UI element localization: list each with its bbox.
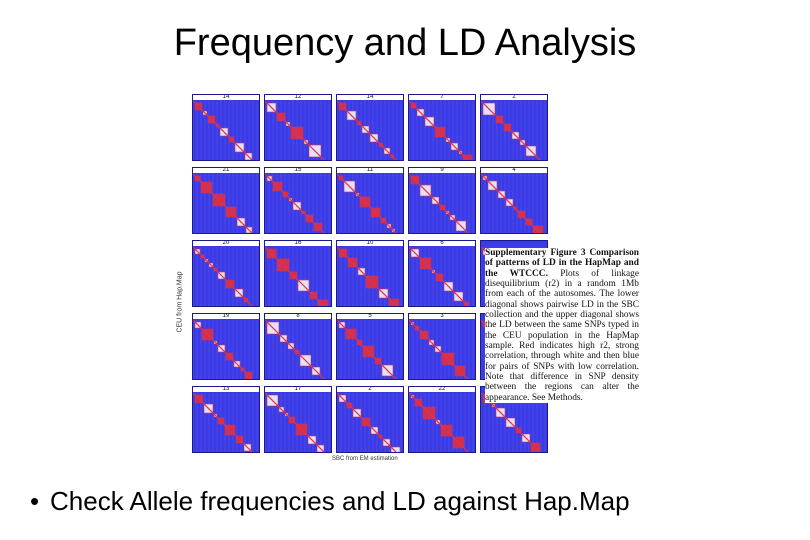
- ld-panel: 21: [192, 167, 260, 234]
- ld-heatmap-icon: [481, 174, 546, 233]
- ld-heatmap-icon: [265, 174, 330, 233]
- ld-panel: 4: [480, 167, 548, 234]
- bullet-symbol: •: [30, 486, 40, 516]
- ld-heatmap-icon: [409, 393, 474, 452]
- ld-heatmap-icon: [193, 101, 258, 160]
- ld-heatmap-icon: [337, 393, 402, 452]
- ld-heatmap-icon: [265, 320, 330, 379]
- ld-heatmap-icon: [337, 101, 402, 160]
- ld-heatmap-icon: [193, 320, 258, 379]
- ld-panel: 2: [480, 94, 548, 161]
- ld-panel: 7: [408, 94, 476, 161]
- ld-heatmap-icon: [193, 247, 258, 306]
- panel-label: 22: [409, 387, 475, 392]
- ld-panel: 12: [264, 94, 332, 161]
- ld-panel: 17: [264, 386, 332, 453]
- ld-heatmap-icon: [409, 101, 474, 160]
- panel-label: 8: [265, 314, 331, 319]
- caption-heading: Supplementary Figure 3 Comparison of pat…: [485, 248, 639, 279]
- ld-panel: 13: [192, 386, 260, 453]
- panel-label: 3: [409, 314, 475, 319]
- y-axis-label: CEU from Hap.Map: [176, 271, 184, 333]
- panel-label: 16: [265, 241, 331, 246]
- panel-label: 20: [193, 241, 259, 246]
- ld-heatmap-icon: [265, 101, 330, 160]
- bullet-item: • Check Allele frequencies and LD against…: [30, 486, 630, 517]
- ld-panel: 16: [264, 240, 332, 307]
- ld-heatmap-icon: [409, 247, 474, 306]
- ld-panel: 5: [336, 313, 404, 380]
- ld-panel: 22: [408, 386, 476, 453]
- ld-panel: 3: [408, 313, 476, 380]
- slide-title: Frequency and LD Analysis: [173, 22, 637, 64]
- panel-label: 19: [193, 314, 259, 319]
- ld-panel: 15: [264, 167, 332, 234]
- ld-panel: 14: [336, 94, 404, 161]
- panel-label: 14: [337, 95, 403, 100]
- ld-panel: 2: [336, 386, 404, 453]
- bullet-text: Check Allele frequencies and LD against …: [50, 486, 630, 516]
- panel-label: 10: [337, 241, 403, 246]
- ld-panel: 19: [192, 313, 260, 380]
- panel-label: 15: [265, 168, 331, 173]
- panel-label: 12: [265, 95, 331, 100]
- panel-label: 9: [409, 168, 475, 173]
- ld-heatmap-icon: [481, 101, 546, 160]
- ld-heatmap-icon: [337, 174, 402, 233]
- panel-label: 6: [409, 241, 475, 246]
- ld-panel: 9: [408, 167, 476, 234]
- ld-panel: 11: [336, 167, 404, 234]
- panel-label: 11: [337, 168, 403, 173]
- ld-panel: 14: [192, 94, 260, 161]
- panel-label: 21: [193, 168, 259, 173]
- ld-heatmap-icon: [193, 393, 258, 452]
- ld-heatmap-icon: [265, 247, 330, 306]
- ld-heatmap-icon: [265, 393, 330, 452]
- x-axis-label: SBC from EM estimation: [332, 456, 398, 462]
- caption-body: Plots of linkage disequilibrium (r2) in …: [485, 268, 639, 403]
- panel-label: 4: [481, 168, 547, 173]
- ld-panel: 8: [264, 313, 332, 380]
- panel-label: 13: [193, 387, 259, 392]
- ld-heatmap-icon: [409, 174, 474, 233]
- panel-label: 14: [193, 95, 259, 100]
- ld-figure: CEU from Hap.Map 14 12 14 7 2 21 15 11 9 4 20 16 10 6…: [172, 92, 642, 470]
- ld-heatmap-icon: [409, 320, 474, 379]
- panel-label: 7: [409, 95, 475, 100]
- ld-panel: 6: [408, 240, 476, 307]
- ld-heatmap-icon: [337, 320, 402, 379]
- ld-panel: 10: [336, 240, 404, 307]
- ld-heatmap-icon: [337, 247, 402, 306]
- panel-label: 2: [481, 95, 547, 100]
- ld-heatmap-icon: [193, 174, 258, 233]
- ld-panel: 20: [192, 240, 260, 307]
- panel-label: 2: [337, 387, 403, 392]
- figure-caption: Supplementary Figure 3 Comparison of pat…: [485, 248, 639, 404]
- panel-label: 17: [265, 387, 331, 392]
- panel-label: 5: [337, 314, 403, 319]
